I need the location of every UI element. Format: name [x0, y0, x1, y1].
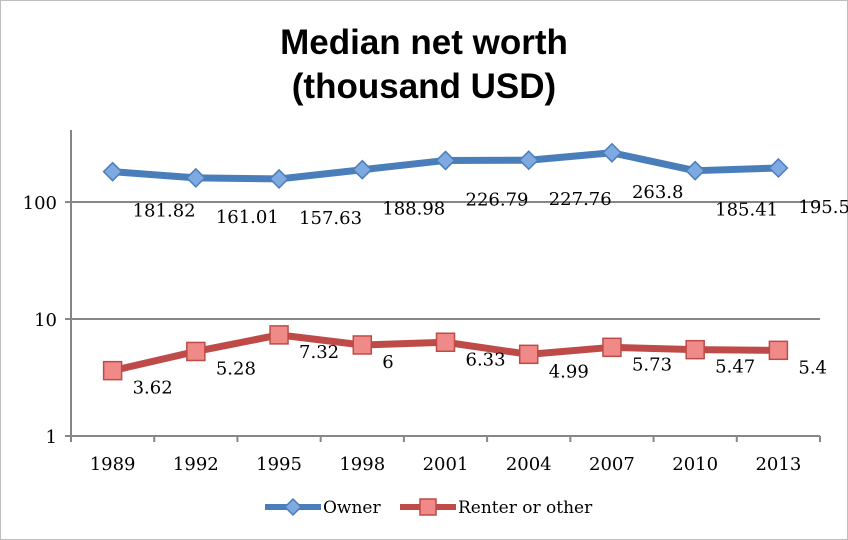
data-label: 263.8 [632, 182, 684, 203]
data-point-renter [685, 339, 705, 360]
data-point-owner [185, 167, 206, 188]
data-point-owner [435, 150, 456, 171]
data-point-renter [352, 335, 373, 355]
data-label: 5.4 [798, 357, 827, 378]
data-label: 5.28 [216, 358, 256, 379]
data-point-renter [602, 337, 622, 358]
data-point-renter [102, 360, 123, 381]
data-point-renter [435, 332, 456, 353]
data-point-renter [186, 341, 206, 362]
x-tick-label: 1995 [256, 454, 302, 475]
data-point-owner [268, 168, 290, 189]
y-tick-label: 1 [46, 427, 57, 448]
data-point-owner [518, 150, 539, 171]
data-label: 227.76 [549, 189, 612, 210]
data-label: 6.33 [466, 349, 506, 370]
y-tick-label: 100 [23, 193, 57, 214]
chart-title-line2: (thousand USD) [291, 67, 557, 106]
chart-title-line1: Median net worth [280, 23, 568, 62]
data-point-owner [601, 142, 623, 163]
data-label: 5.73 [632, 354, 672, 375]
x-tick-label: 1998 [339, 454, 385, 475]
data-label: 3.62 [133, 378, 173, 399]
data-label: 5.47 [715, 357, 755, 378]
x-tick-label: 2013 [755, 454, 801, 475]
data-point-renter [269, 325, 289, 345]
x-tick-label: 2010 [672, 454, 718, 475]
data-label: 4.99 [549, 361, 589, 382]
data-point-renter [518, 344, 539, 365]
x-tick-label: 1989 [90, 454, 136, 475]
data-label: 188.98 [382, 199, 445, 220]
legend-label: Owner [323, 498, 381, 518]
data-point-owner [352, 159, 373, 180]
data-label: 161.01 [216, 207, 279, 228]
data-label: 185.41 [715, 200, 778, 221]
data-point-renter [768, 340, 789, 361]
data-label: 226.79 [466, 189, 529, 210]
data-label: 7.32 [299, 342, 339, 363]
x-tick-label: 1992 [173, 454, 219, 475]
data-label: 157.63 [299, 208, 362, 229]
data-point-owner [102, 161, 123, 182]
x-tick-label: 2001 [423, 454, 469, 475]
data-label: 195.5 [798, 197, 848, 218]
legend-marker-renter [419, 498, 437, 516]
data-label: 6 [382, 352, 393, 373]
data-label: 181.82 [133, 201, 196, 222]
legend-label: Renter or other [458, 498, 593, 518]
data-point-owner [685, 160, 706, 181]
data-point-owner [768, 157, 789, 179]
y-tick-label: 10 [34, 310, 57, 331]
x-tick-label: 2007 [589, 454, 635, 475]
x-tick-label: 2004 [506, 454, 552, 475]
legend-marker-owner [283, 497, 303, 517]
